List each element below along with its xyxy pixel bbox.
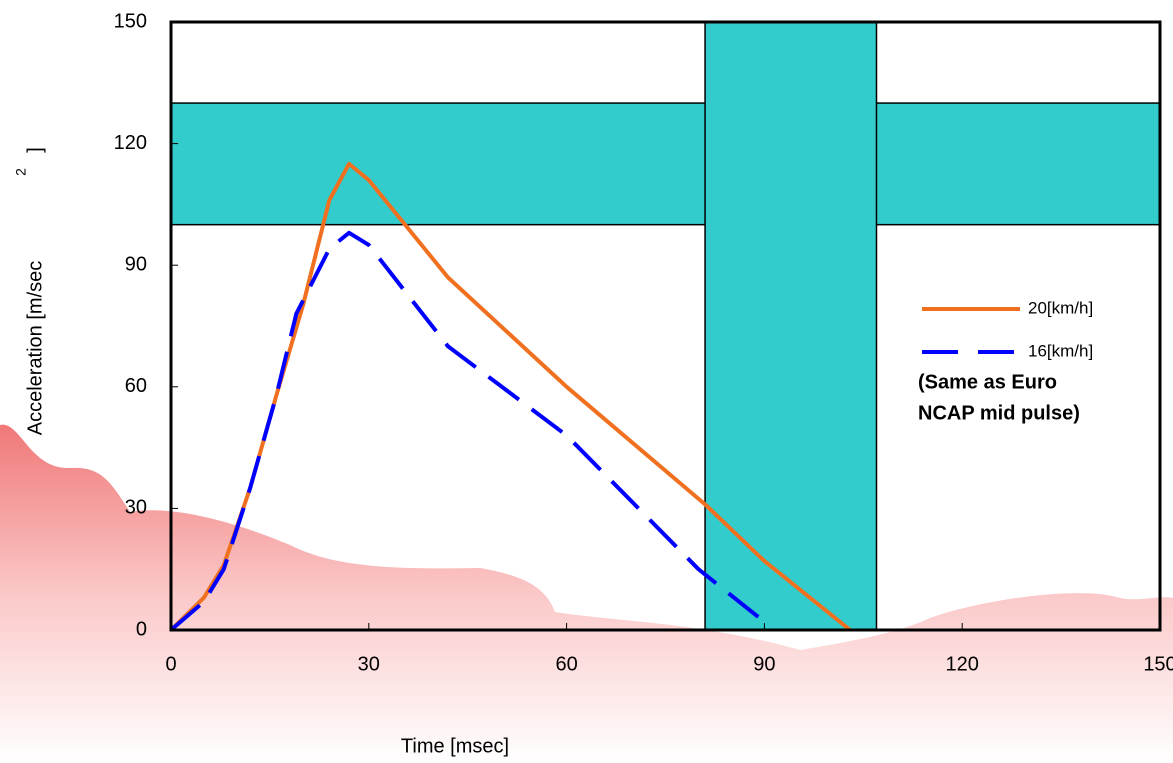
annotation: (Same as Euro xyxy=(918,371,1057,393)
y-axis-label-superscript: 2 xyxy=(13,168,29,176)
annotation: NCAP mid pulse) xyxy=(918,402,1080,424)
band xyxy=(170,102,1161,226)
y-tick-label: 120 xyxy=(114,132,147,154)
y-tick-label: 90 xyxy=(125,253,147,275)
x-axis-label: Time [msec] xyxy=(401,735,509,757)
x-tick-label: 120 xyxy=(946,653,979,675)
x-tick-label: 150 xyxy=(1143,653,1173,675)
y-tick-label: 150 xyxy=(114,10,147,32)
y-tick-label: 0 xyxy=(136,618,147,640)
y-tick-label: 30 xyxy=(125,497,147,519)
background-cloud xyxy=(0,424,1173,763)
plot-area: 0 30 60 90 120 150 0 30 60 90 120 150 xyxy=(114,10,1173,675)
x-tick-label: 90 xyxy=(753,653,775,675)
x-tick-label: 60 xyxy=(555,653,577,675)
legend: 20[km/h] 16[km/h] xyxy=(922,298,1093,360)
band xyxy=(704,21,878,631)
legend-label: 16[km/h] xyxy=(1028,341,1093,360)
legend-label: 20[km/h] xyxy=(1028,298,1093,317)
y-axis-label-end: ] xyxy=(24,147,46,153)
x-tick-label: 30 xyxy=(358,653,380,675)
y-axis-label: Acceleration [m/sec xyxy=(24,261,46,436)
series-line xyxy=(169,230,766,632)
y-tick-label: 60 xyxy=(125,375,147,397)
plot-border xyxy=(169,20,1162,632)
x-tick-label: 0 xyxy=(165,653,176,675)
